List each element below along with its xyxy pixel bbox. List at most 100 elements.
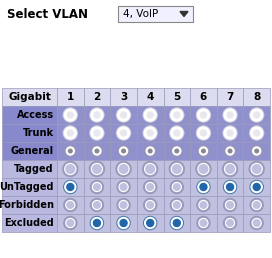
FancyBboxPatch shape xyxy=(243,178,270,196)
Circle shape xyxy=(120,147,128,155)
FancyBboxPatch shape xyxy=(137,196,163,214)
FancyBboxPatch shape xyxy=(57,124,84,142)
Circle shape xyxy=(145,217,156,229)
Text: General: General xyxy=(11,146,54,156)
FancyBboxPatch shape xyxy=(190,196,217,214)
Circle shape xyxy=(223,126,237,140)
Text: 6: 6 xyxy=(200,92,207,102)
FancyBboxPatch shape xyxy=(118,6,193,22)
Circle shape xyxy=(171,109,183,121)
Circle shape xyxy=(94,184,100,190)
FancyBboxPatch shape xyxy=(2,106,57,124)
Circle shape xyxy=(200,202,207,208)
Circle shape xyxy=(172,182,181,191)
Circle shape xyxy=(120,184,127,190)
Circle shape xyxy=(224,216,237,230)
FancyBboxPatch shape xyxy=(217,88,243,106)
Circle shape xyxy=(90,108,104,122)
FancyBboxPatch shape xyxy=(84,124,110,142)
Circle shape xyxy=(64,216,77,230)
Circle shape xyxy=(66,147,74,155)
Circle shape xyxy=(65,181,76,192)
FancyBboxPatch shape xyxy=(243,160,270,178)
Circle shape xyxy=(146,182,155,191)
Circle shape xyxy=(250,198,263,212)
Circle shape xyxy=(95,149,99,153)
FancyBboxPatch shape xyxy=(57,214,84,232)
Circle shape xyxy=(196,108,211,122)
Circle shape xyxy=(227,220,233,226)
Text: Gigabit: Gigabit xyxy=(8,92,51,102)
Text: 3: 3 xyxy=(120,92,127,102)
Circle shape xyxy=(225,146,235,156)
FancyBboxPatch shape xyxy=(110,88,137,106)
Circle shape xyxy=(147,184,153,190)
Circle shape xyxy=(251,109,263,121)
FancyBboxPatch shape xyxy=(110,124,137,142)
Circle shape xyxy=(200,112,206,118)
FancyBboxPatch shape xyxy=(217,214,243,232)
FancyBboxPatch shape xyxy=(137,214,163,232)
Circle shape xyxy=(197,181,210,194)
Text: 1: 1 xyxy=(67,92,74,102)
FancyBboxPatch shape xyxy=(137,142,163,160)
Circle shape xyxy=(225,200,234,209)
Circle shape xyxy=(250,108,264,122)
FancyBboxPatch shape xyxy=(110,106,137,124)
FancyBboxPatch shape xyxy=(217,178,243,196)
Circle shape xyxy=(147,112,153,118)
Text: UnTagged: UnTagged xyxy=(0,182,54,192)
Circle shape xyxy=(200,220,207,226)
Circle shape xyxy=(196,126,211,140)
FancyBboxPatch shape xyxy=(2,214,57,232)
Circle shape xyxy=(67,202,74,208)
Text: 4, VoIP: 4, VoIP xyxy=(123,9,158,19)
Circle shape xyxy=(143,162,158,176)
Circle shape xyxy=(146,165,154,173)
FancyBboxPatch shape xyxy=(84,214,110,232)
Circle shape xyxy=(118,217,129,229)
Circle shape xyxy=(170,198,183,212)
Circle shape xyxy=(66,165,75,173)
FancyBboxPatch shape xyxy=(110,214,137,232)
Circle shape xyxy=(144,181,157,194)
Circle shape xyxy=(250,216,263,230)
FancyBboxPatch shape xyxy=(243,214,270,232)
Circle shape xyxy=(197,109,209,121)
FancyBboxPatch shape xyxy=(137,178,163,196)
Circle shape xyxy=(226,147,234,155)
Circle shape xyxy=(63,126,77,140)
FancyBboxPatch shape xyxy=(163,160,190,178)
Circle shape xyxy=(224,109,236,121)
Text: 2: 2 xyxy=(93,92,101,102)
Circle shape xyxy=(147,202,153,208)
Text: Forbidden: Forbidden xyxy=(0,200,54,210)
Circle shape xyxy=(122,149,125,153)
Circle shape xyxy=(199,200,208,209)
FancyBboxPatch shape xyxy=(110,142,137,160)
Circle shape xyxy=(92,146,102,156)
Circle shape xyxy=(174,202,180,208)
Circle shape xyxy=(170,108,184,122)
Circle shape xyxy=(119,165,128,173)
Circle shape xyxy=(251,164,262,174)
Circle shape xyxy=(93,147,101,155)
Circle shape xyxy=(170,181,183,194)
Circle shape xyxy=(223,108,237,122)
Circle shape xyxy=(119,182,128,191)
Text: 4: 4 xyxy=(147,92,154,102)
Text: Select VLAN: Select VLAN xyxy=(7,7,88,20)
Circle shape xyxy=(172,200,181,209)
FancyBboxPatch shape xyxy=(84,106,110,124)
FancyBboxPatch shape xyxy=(110,196,137,214)
Circle shape xyxy=(146,200,155,209)
Circle shape xyxy=(197,216,210,230)
Text: Excluded: Excluded xyxy=(4,218,54,228)
Polygon shape xyxy=(180,12,188,17)
Circle shape xyxy=(171,127,183,139)
Circle shape xyxy=(227,130,233,136)
Text: 8: 8 xyxy=(253,92,260,102)
Circle shape xyxy=(117,216,130,230)
Circle shape xyxy=(224,127,236,139)
FancyBboxPatch shape xyxy=(137,106,163,124)
